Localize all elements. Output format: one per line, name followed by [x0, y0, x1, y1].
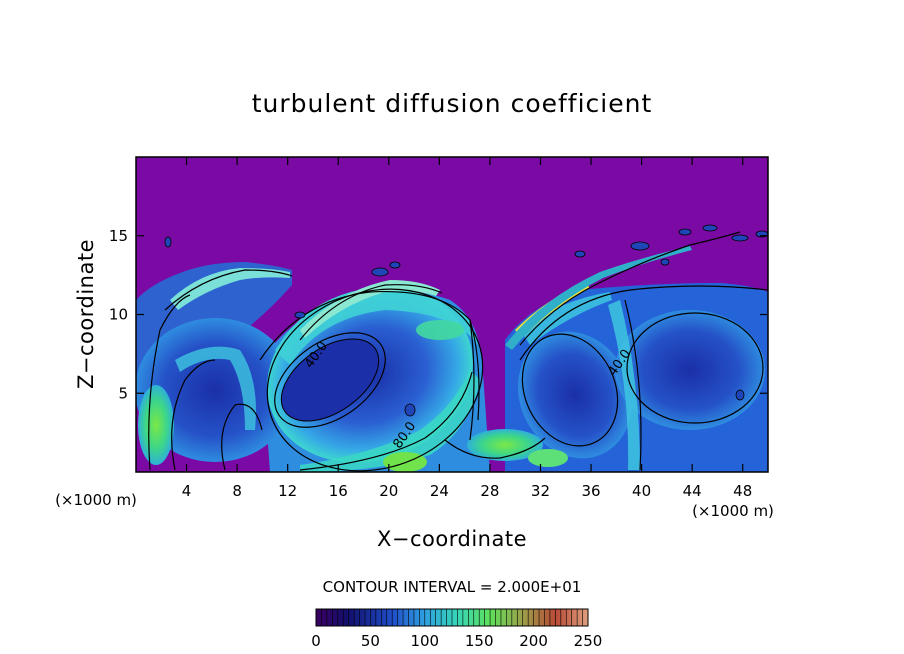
plot-area: 40.0 80.0 40.0: [136, 157, 768, 472]
colorbar-tick-label: 100: [410, 632, 439, 650]
colorbar: 0 50 100 150 200 250: [311, 608, 602, 650]
x-unit-label: (×1000 m): [692, 502, 774, 520]
colorbar-tick-label: 50: [361, 632, 380, 650]
colorbar-tick-label: 150: [465, 632, 494, 650]
y-tick-label: 15: [109, 227, 128, 245]
x-tick-label: 44: [683, 482, 702, 500]
colorbar-ticks: 0 50 100 150 200 250: [311, 632, 602, 650]
x-tick-label: 8: [232, 482, 242, 500]
cyan-band-lower: [300, 370, 480, 472]
green-core-right: [467, 429, 543, 461]
green-patch-mid: [416, 320, 464, 340]
eddy-center-core: [280, 338, 380, 422]
x-tick-label: 16: [329, 482, 348, 500]
x-tick-label: 36: [581, 482, 600, 500]
x-tick-label: 28: [480, 482, 499, 500]
colorbar-bands: [321, 609, 583, 626]
eddy-right-b: [615, 310, 765, 430]
green-core-left: [138, 385, 174, 465]
x-axis-title: X−coordinate: [377, 527, 527, 551]
isolated-cells: [164, 224, 768, 417]
eddy-right-a: [518, 331, 632, 459]
colorbar-tick-label: 200: [519, 632, 548, 650]
y-axis-title: Z−coordinate: [74, 239, 98, 389]
contour-interval-label: CONTOUR INTERVAL = 2.000E+01: [323, 578, 582, 596]
x-tick-label: 24: [430, 482, 449, 500]
chart-title: turbulent diffusion coefficient: [252, 89, 653, 118]
y-tick-label: 5: [118, 384, 128, 402]
y-unit-label: (×1000 m): [55, 491, 137, 509]
x-tick-label: 4: [182, 482, 192, 500]
colorbar-tick-label: 0: [311, 632, 321, 650]
cyan-band-left: [175, 346, 256, 430]
x-axis: 4 8 12 16 20 24 28 32 36 40 44 48: [182, 157, 752, 500]
colorbar-tick-label: 250: [574, 632, 603, 650]
x-tick-label: 12: [278, 482, 297, 500]
green-core-center: [383, 452, 427, 472]
x-tick-label: 48: [733, 482, 752, 500]
turbulent-region-left: [136, 262, 292, 472]
y-tick-label: 10: [109, 306, 128, 324]
x-tick-label: 40: [632, 482, 651, 500]
green-core-right2: [528, 449, 568, 467]
x-tick-label: 20: [379, 482, 398, 500]
y-axis: 5 10 15: [109, 227, 768, 402]
x-tick-label: 32: [531, 482, 550, 500]
